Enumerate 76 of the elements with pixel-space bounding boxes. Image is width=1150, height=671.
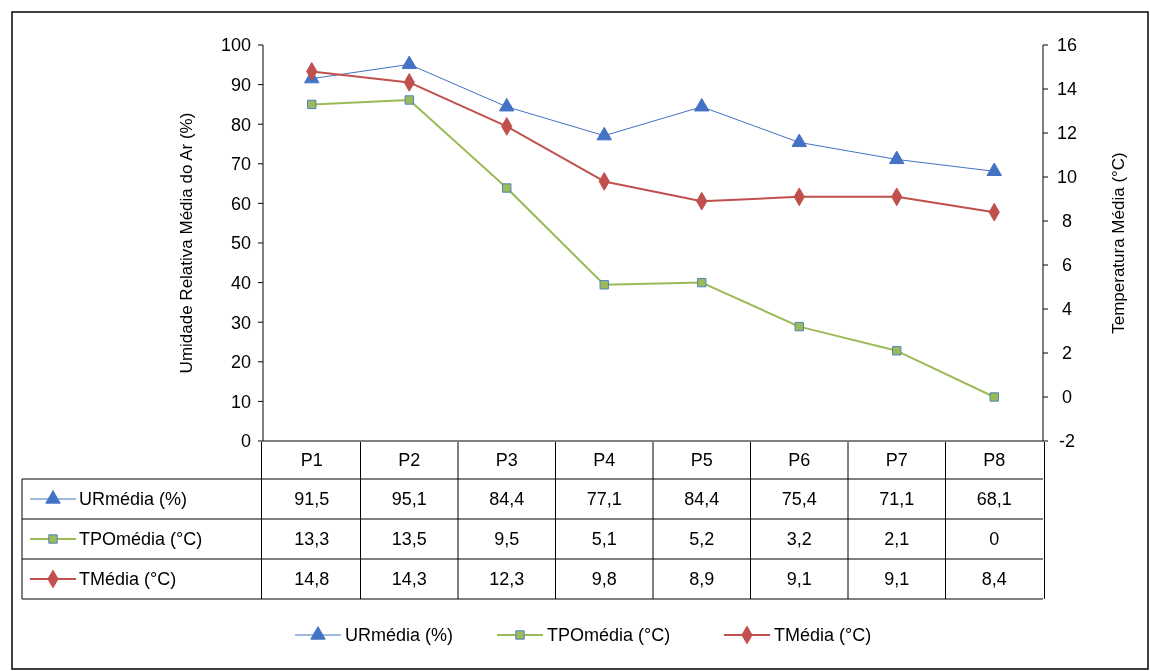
point: [401, 55, 417, 70]
data-label: 9,1: [786, 569, 812, 590]
x-tick-label: P3: [495, 450, 518, 471]
x-tick-label: P7: [885, 450, 908, 471]
text: TPOmédia (°C): [547, 625, 671, 646]
point: [599, 280, 609, 290]
y2-tick-label: 10: [1056, 167, 1078, 188]
y-tick-label: 40: [230, 272, 251, 293]
data-label: 91,5: [294, 489, 330, 510]
y-tick-label: 100: [220, 35, 251, 56]
y2-tick-label: 14: [1056, 79, 1078, 100]
y2-tick-label: 6: [1061, 255, 1073, 276]
y-tick-label: 70: [230, 154, 251, 175]
y2-tick-label: 12: [1056, 123, 1078, 144]
y2-tick-label: 2: [1061, 343, 1073, 364]
x-tick-label: P5: [690, 450, 713, 471]
point: [794, 321, 804, 332]
x-tick-label: P2: [398, 450, 421, 471]
legend-label: URmédia (%): [79, 489, 188, 510]
y-tick-label: 0: [240, 431, 251, 452]
y-tick-label: 50: [230, 233, 251, 254]
point: [986, 162, 1002, 176]
y-tick-label: 80: [230, 114, 251, 135]
y2-tick-label: 4: [1061, 299, 1073, 320]
y2-axis-title: Temperatura Média (°C): [1109, 152, 1128, 334]
y2-tick-label: 0: [1061, 387, 1073, 408]
y-tick-label: 30: [230, 312, 251, 333]
x-tick-label: P4: [593, 450, 616, 471]
point: [989, 392, 999, 402]
point: [791, 133, 807, 148]
y-tick-label: 20: [230, 352, 251, 373]
point: [697, 277, 707, 288]
data-label: 8,9: [689, 569, 715, 590]
data-label: 0: [989, 529, 1000, 550]
data-label: 13,3: [294, 529, 330, 550]
data-label: 77,1: [586, 489, 622, 510]
data-label: 5,1: [591, 529, 617, 550]
data-label: 8,4: [981, 569, 1007, 590]
data-label: 68,1: [976, 489, 1012, 510]
data-label: 14,8: [294, 569, 330, 590]
data-label: 3,2: [786, 529, 812, 550]
legend-label: TMédia (°C): [79, 569, 177, 590]
y-tick-label: 90: [230, 74, 251, 95]
y2-tick-label: 8: [1061, 211, 1073, 232]
data-label: 14,3: [391, 569, 427, 590]
data-label: 84,4: [489, 489, 525, 510]
data-label: 5,2: [689, 529, 715, 550]
data-label: 9,5: [494, 529, 520, 550]
x-tick-label: P8: [983, 450, 1006, 471]
x-tick-label: P6: [788, 450, 811, 471]
y2-tick-label: -2: [1058, 431, 1076, 452]
point: [307, 99, 317, 110]
data-label: 95,1: [391, 489, 427, 510]
y-tick-label: 10: [230, 391, 251, 412]
data-label: 71,1: [879, 489, 915, 510]
text: URmédia (%): [345, 625, 454, 646]
data-label: 2,1: [884, 529, 910, 550]
data-label: 84,4: [684, 489, 720, 510]
data-label: 9,8: [591, 569, 617, 590]
point: [889, 150, 905, 165]
data-label: 12,3: [489, 569, 525, 590]
legend-label: TPOmédia (°C): [79, 529, 203, 550]
y-axis-title: Umidade Relativa Média do Ar (%): [177, 112, 196, 374]
point: [404, 95, 414, 105]
point: [694, 97, 710, 112]
x-tick-label: P1: [300, 450, 323, 471]
data-label: 75,4: [781, 489, 817, 510]
point: [892, 346, 902, 356]
y2-tick-label: 16: [1056, 35, 1078, 56]
data-label: 13,5: [391, 529, 427, 550]
point: [499, 97, 515, 112]
data-label: 9,1: [884, 569, 910, 590]
point: [502, 183, 512, 193]
text: TMédia (°C): [774, 625, 872, 646]
point: [596, 126, 612, 141]
y-tick-label: 60: [230, 193, 251, 214]
